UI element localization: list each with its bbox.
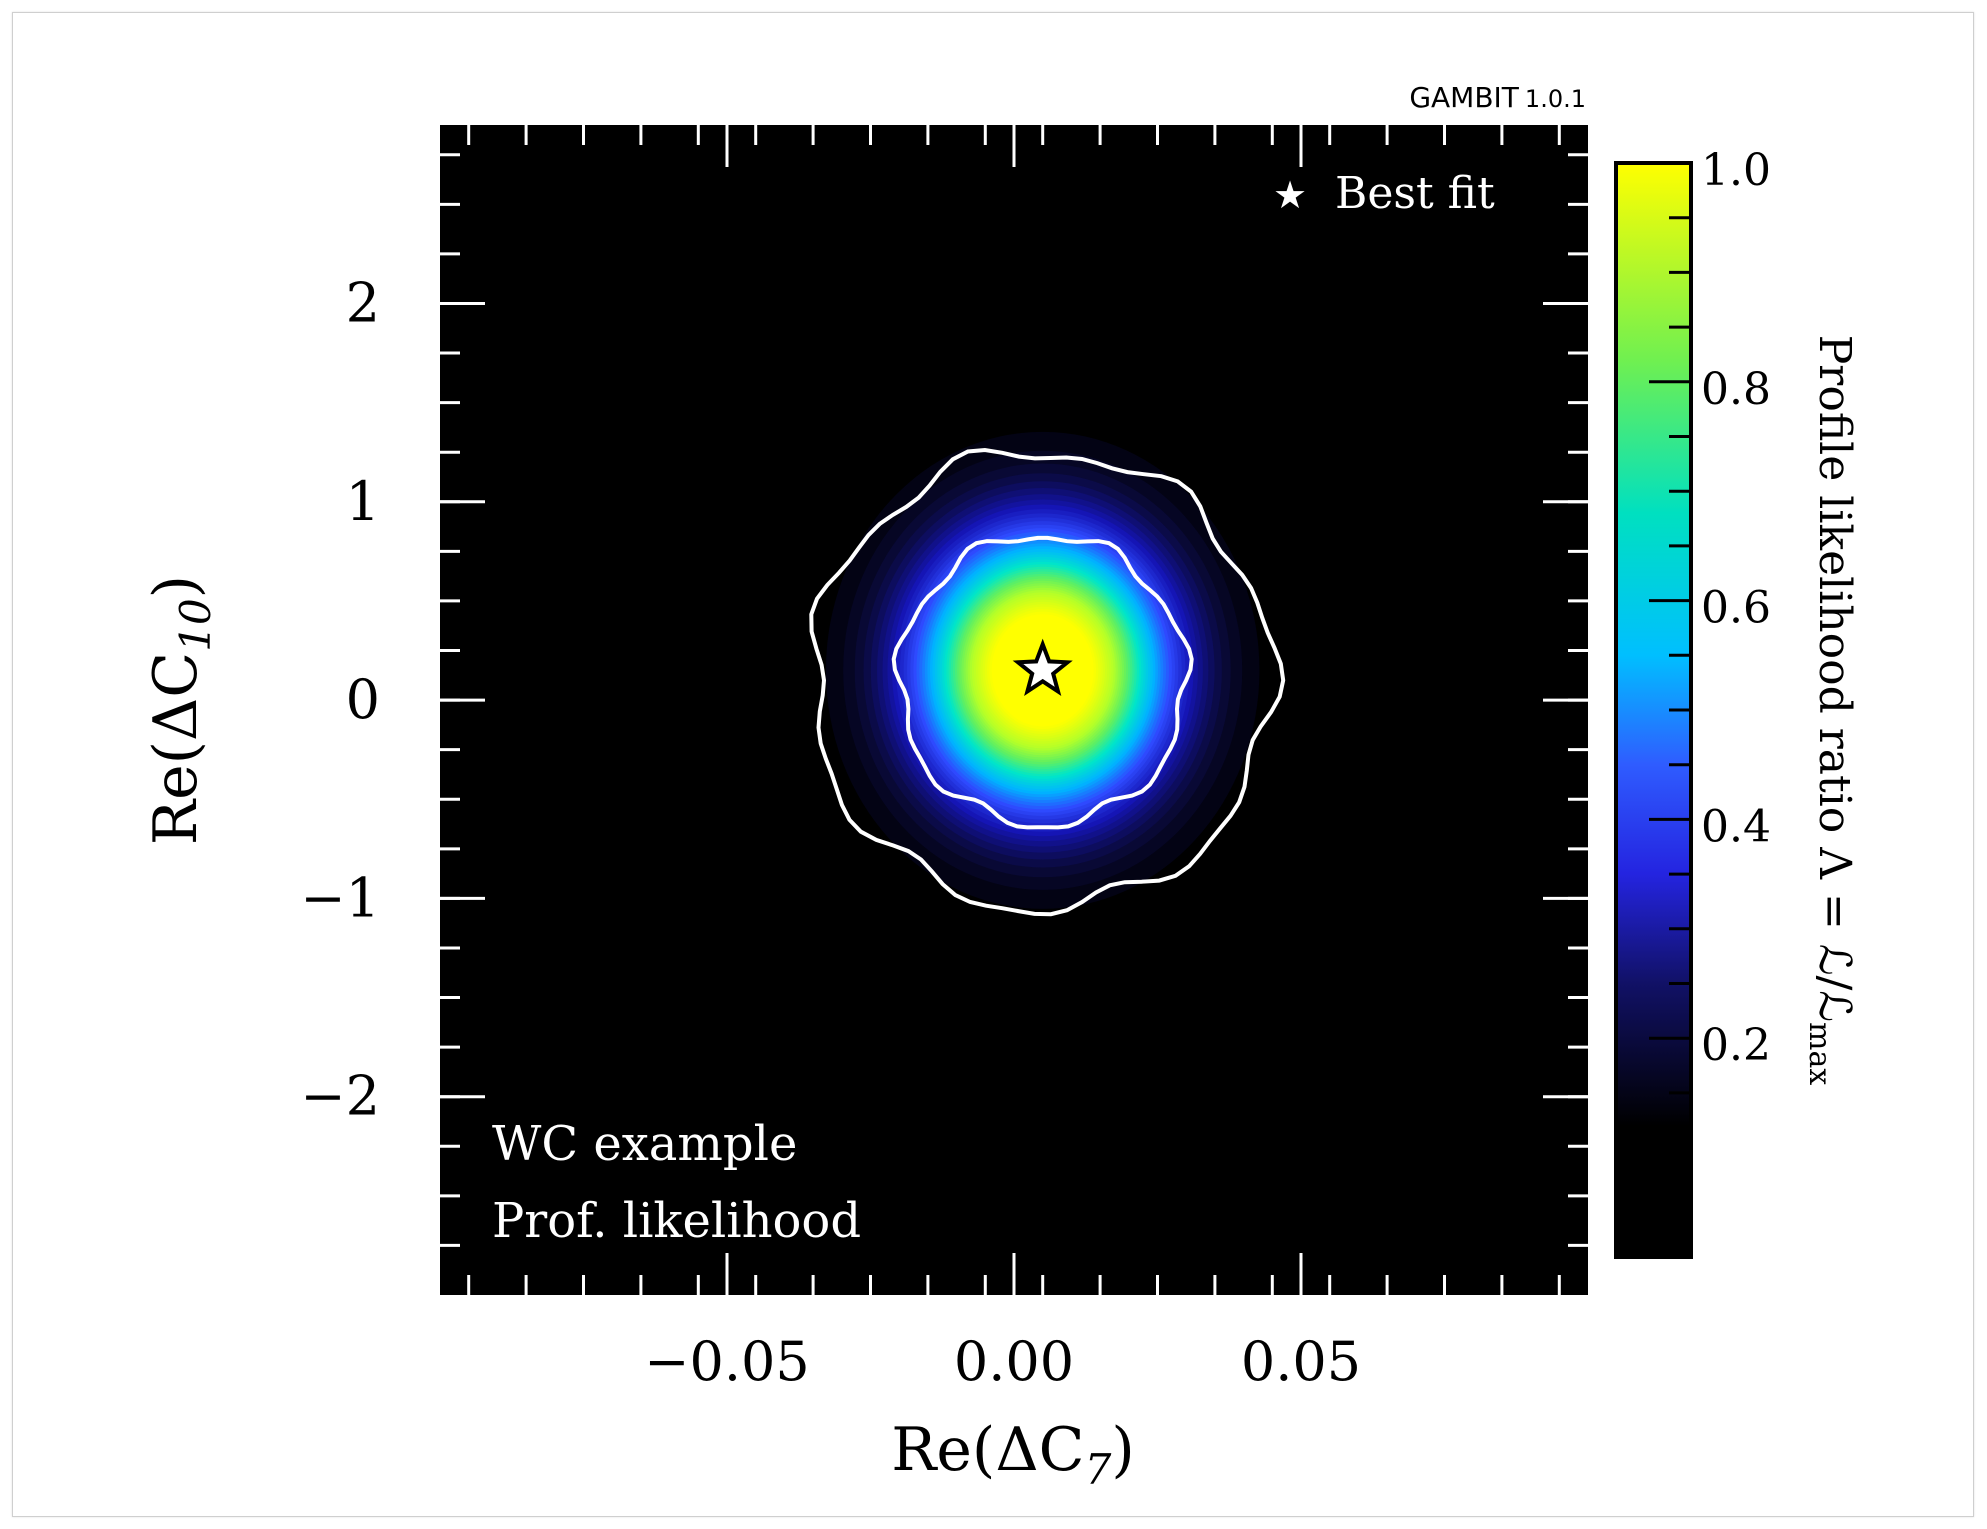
x-tick-label: 0.05 [1241,1330,1361,1393]
legend-label: Best fit [1335,168,1495,219]
annotation-model: WC example [492,1116,797,1172]
y-tick-label: 0 [346,668,380,731]
contour-2sigma [809,447,1286,917]
y-tick-label: 2 [346,271,380,334]
contour-1sigma [891,535,1194,830]
colorbar-tick-label: 0.2 [1701,1020,1771,1071]
watermark: GAMBIT 1.0.1 [1409,81,1586,114]
watermark-name: GAMBIT [1409,81,1519,114]
annotation-method: Prof. likelihood [492,1193,861,1249]
colorbar-tick-label: 1.0 [1701,145,1771,196]
y-tick-label: −1 [300,866,380,929]
axis-ticks [440,125,1588,1295]
y-tick-label: −2 [300,1065,380,1128]
legend-marker: ★ [1273,173,1307,217]
x-axis-label: Re(ΔC7) [891,1415,1135,1494]
y-axis-label: Re(ΔC10) [141,575,220,845]
x-tick-label: 0.00 [954,1330,1074,1393]
watermark-version: 1.0.1 [1525,85,1586,113]
best-fit-marker-group [1012,638,1073,696]
y-tick-label: 1 [346,470,380,533]
figure-frame [12,12,1974,1517]
contour-layer [809,447,1286,917]
y-axis-label-group: Re(ΔC10) [141,575,220,845]
axis-tick-labels: −0.05 0.00 0.05 −2 −1 0 1 2 [300,271,1361,1393]
colorbar-tick-label: 0.6 [1701,583,1771,634]
best-fit-marker [1012,638,1073,696]
x-tick-label: −0.05 [644,1330,809,1393]
colorbar-label-group: Profile likelihood ratio Λ = ℒ/ℒmax [1802,335,1860,1086]
colorbar-label: Profile likelihood ratio Λ = ℒ/ℒmax [1802,335,1860,1086]
colorbar-tick-label: 0.4 [1701,801,1771,852]
colorbar-tick-label: 0.8 [1701,364,1771,415]
legend: ★ Best fit [1273,168,1495,219]
colorbar-ticks: 0.2 0.4 0.6 0.8 1.0 [1649,145,1771,1204]
